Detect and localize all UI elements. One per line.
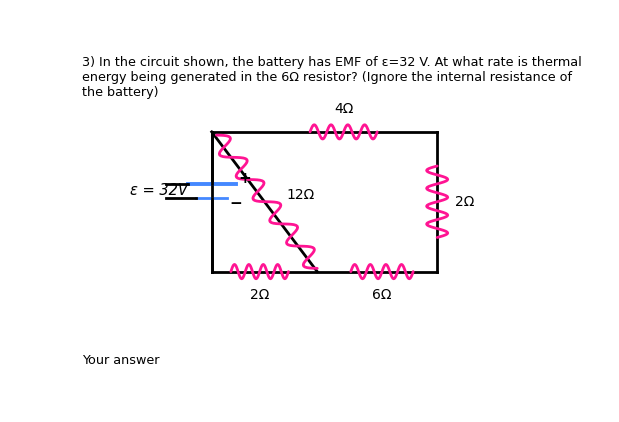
Text: 6Ω: 6Ω <box>372 289 392 303</box>
Text: 4Ω: 4Ω <box>334 102 353 116</box>
Text: 12Ω: 12Ω <box>286 188 314 202</box>
Text: ε = 32V: ε = 32V <box>130 183 188 198</box>
Text: 2Ω: 2Ω <box>250 289 269 303</box>
Text: +: + <box>238 170 251 186</box>
Text: −: − <box>230 196 242 211</box>
Text: 2Ω: 2Ω <box>456 195 475 209</box>
Text: Your answer: Your answer <box>82 354 160 368</box>
Text: 3) In the circuit shown, the battery has EMF of ε=32 V. At what rate is thermal
: 3) In the circuit shown, the battery has… <box>82 56 582 98</box>
